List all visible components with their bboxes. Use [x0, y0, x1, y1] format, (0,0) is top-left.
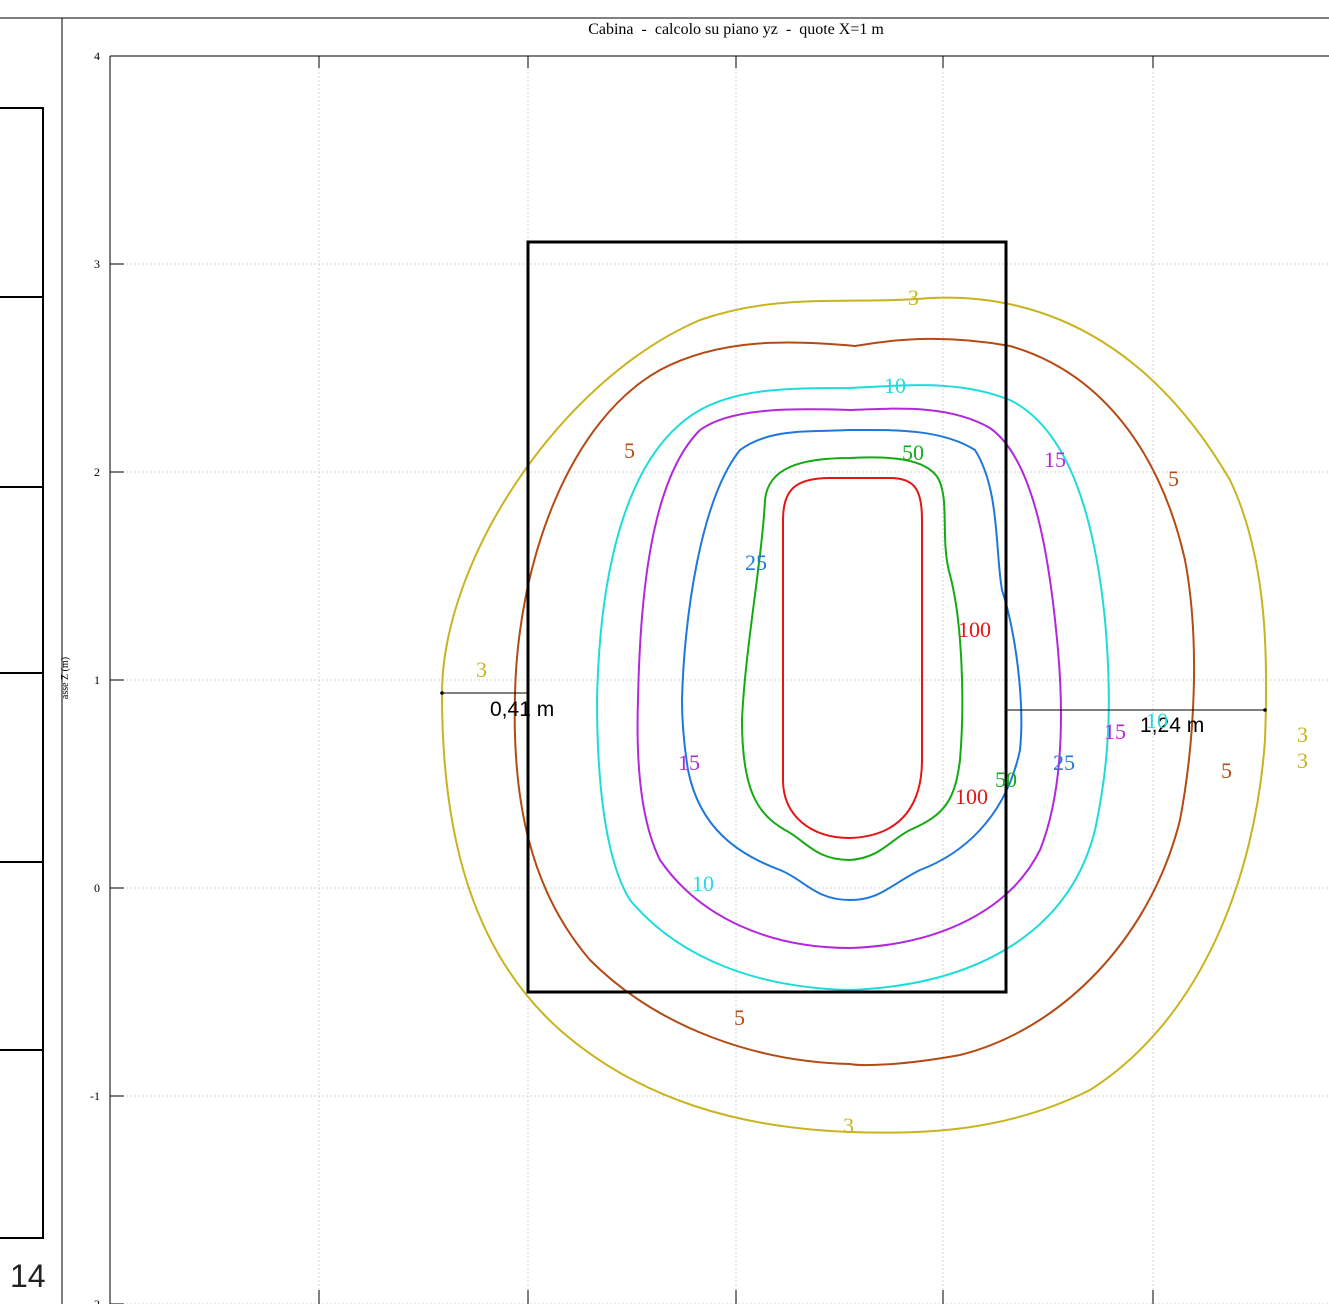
contour-label-100-lower: 100 [955, 784, 988, 809]
distance-label-right: 1,24 m [1140, 714, 1204, 737]
contour-label-25-right: 25 [1053, 750, 1075, 775]
y-tick-label: 2 [94, 465, 100, 479]
page-number: 14 [10, 1258, 46, 1294]
contour-label-3-top: 3 [908, 285, 919, 310]
contour-label-100-upper: 100 [958, 617, 991, 642]
contour-label-10-right: 10 [1146, 708, 1168, 733]
contour-15 [636, 407, 1062, 950]
contour-lines [440, 296, 1268, 1134]
contour-label-3-bottom: 3 [843, 1113, 854, 1138]
x-axis [318, 56, 1154, 1304]
contour-label-10-left: 10 [692, 871, 714, 896]
contour-10 [595, 384, 1110, 992]
contour-label-50-right: 50 [995, 767, 1017, 792]
y-tick-label: 4 [94, 49, 100, 63]
y-tick-label: -2 [90, 1297, 100, 1304]
contour-5 [513, 337, 1196, 1067]
y-tick-label: 1 [94, 673, 100, 687]
contour-label-3-left: 3 [476, 657, 487, 682]
contour-label-5-right: 5 [1221, 758, 1232, 783]
contour-50 [740, 456, 964, 862]
cabin-outline [526, 240, 1008, 994]
contour-3 [440, 296, 1268, 1134]
contour-label-5-left: 5 [624, 438, 635, 463]
contour-label-25-left: 25 [745, 550, 767, 575]
y-tick-label: 0 [94, 881, 100, 895]
contour-label-15-right-top: 15 [1044, 447, 1066, 472]
y-axis: 4 3 2 1 0 -1 -2 [90, 49, 124, 1304]
contour-label-10-top: 10 [884, 373, 906, 398]
y-tick-label: 3 [94, 257, 100, 271]
contour-label-5-bottom: 5 [734, 1005, 745, 1030]
contour-label-3-right-b: 3 [1297, 748, 1308, 773]
dimension-end-left [440, 691, 444, 695]
y-axis-label: asse Z (m) [60, 657, 71, 699]
contour-label-3-right-a: 3 [1297, 722, 1308, 747]
distance-label-left: 0,41 m [490, 698, 554, 721]
contour-label-50-top: 50 [902, 440, 924, 465]
contour-label-5-right-top: 5 [1168, 466, 1179, 491]
contour-25 [680, 428, 1023, 902]
contour-labels: 3 3 3 3 3 5 5 5 5 10 10 10 15 15 15 25 2… [476, 285, 1308, 1138]
dimension-end-right [1263, 708, 1267, 712]
dimension-lines: 0,41 m 1,24 m [440, 691, 1267, 737]
contour-label-15-right: 15 [1104, 719, 1126, 744]
adjacent-page: 14 [0, 17, 1329, 1304]
contour-label-15-left: 15 [678, 750, 700, 775]
y-tick-label: -1 [90, 1089, 100, 1103]
chart-title: Cabina - calcolo su piano yz - quote X=1… [588, 21, 884, 38]
contour-100 [782, 477, 923, 840]
